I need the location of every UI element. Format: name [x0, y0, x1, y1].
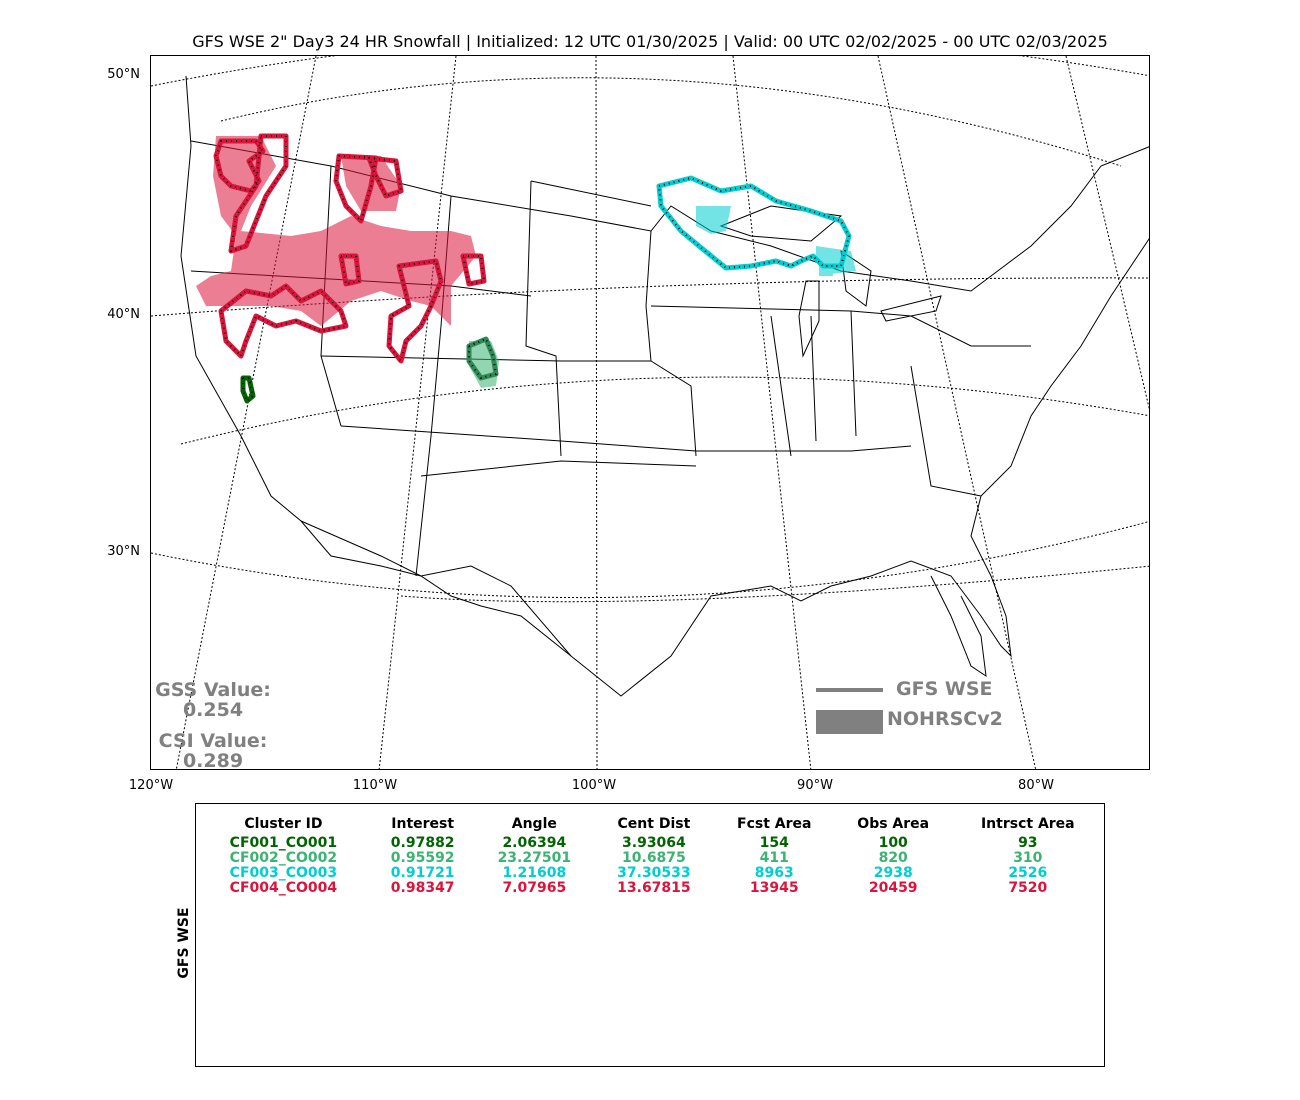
graticule-lat-25 — [400, 565, 1149, 603]
table-header: Cent Dist — [617, 816, 691, 832]
lake-erie — [880, 295, 942, 322]
state-line-4 — [645, 230, 697, 457]
table-cell: CF002_CO002 — [229, 850, 338, 866]
table-body: CF001_CO001 0.97882 2.06394 3.93064 154 100 93… — [196, 836, 1104, 896]
table-cell: 310 — [1013, 850, 1043, 866]
table-cell: 154 — [759, 835, 789, 851]
table-header: Angle — [511, 816, 557, 832]
table-cell: 93 — [1018, 835, 1038, 851]
table-header-row: Cluster ID Interest Angle Cent Dist Fcst… — [196, 816, 1104, 836]
table-ylabel: GFS WSE — [176, 907, 192, 979]
legend-swatches — [816, 688, 883, 734]
table-cell: 13.67815 — [617, 880, 691, 896]
table-cell: 0.98347 — [390, 880, 455, 896]
table-cell: 23.27501 — [497, 850, 572, 866]
table-cell: 10.6875 — [622, 850, 686, 866]
table-cell: CF001_CO001 — [229, 835, 338, 851]
lat-label: 30°N — [107, 544, 140, 559]
fcst-contour-cf001 — [240, 375, 256, 404]
table-cell: CF003_CO003 — [229, 865, 338, 881]
state-line-7 — [340, 425, 912, 452]
legend-fill-swatch — [816, 710, 883, 734]
florida — [930, 575, 987, 678]
table-header: Fcst Area — [737, 816, 812, 832]
state-line-13 — [850, 310, 857, 437]
table-cell: 0.91721 — [390, 865, 455, 881]
lat-label: 40°N — [107, 307, 140, 322]
graticule-lon-100 — [595, 56, 598, 769]
table-cell: 820 — [878, 850, 908, 866]
gss-value: 0.254 — [182, 699, 244, 721]
graticule-lat-45 — [220, 77, 1122, 167]
table-cell: 0.97882 — [390, 835, 455, 851]
stats-table: Cluster ID Interest Angle Cent Dist Fcst… — [196, 816, 1104, 896]
lat-label: 50°N — [107, 67, 140, 82]
lon-label: 90°W — [797, 778, 833, 793]
table-cell: 1.21608 — [502, 865, 567, 881]
table-cell: 3.93064 — [622, 835, 686, 851]
legend-fill-label: NOHRSCv2 — [887, 708, 1003, 730]
table-row: CF004_CO004 0.98347 7.07965 13.67815 13945 20… — [196, 881, 1104, 896]
lake-michigan — [798, 280, 820, 358]
csi-value: 0.289 — [182, 750, 244, 772]
lake-huron — [840, 249, 872, 307]
state-line-11 — [770, 315, 792, 457]
lon-label: 110°W — [352, 778, 398, 793]
obs-fill-cf004 — [196, 136, 476, 326]
graticule-lat-35 — [180, 376, 1149, 445]
table-cell: 7.07965 — [502, 880, 567, 896]
legend-line-label: GFS WSE — [896, 678, 993, 700]
table-row: CF001_CO001 0.97882 2.06394 3.93064 154 100 93 — [196, 836, 1104, 851]
table-cell: 0.95592 — [390, 850, 455, 866]
table-header: Intrsct Area — [980, 816, 1075, 832]
table-row: CF002_CO002 0.95592 23.27501 10.6875 411 820 3… — [196, 851, 1104, 866]
mexico-border — [300, 520, 572, 657]
table-cell: 2.06394 — [502, 835, 567, 851]
fcst-contour-cf004-wy3 — [460, 253, 487, 287]
stats-table-box: Cluster ID Interest Angle Cent Dist Fcst… — [195, 803, 1105, 1067]
table-cell: 13945 — [749, 880, 799, 896]
state-line-10 — [650, 305, 1031, 347]
csi-label: CSI Value: — [158, 730, 268, 752]
state-line-8 — [420, 460, 697, 477]
graticule-lat-50 — [151, 56, 1149, 87]
state-line-3 — [525, 180, 562, 457]
graticule-lon-85 — [877, 56, 1037, 769]
graticule-lon-95 — [732, 56, 812, 769]
graticule-lon-80 — [1065, 56, 1149, 410]
table-cell: CF004_CO004 — [229, 880, 338, 896]
gss-label: GSS Value: — [155, 679, 271, 701]
obs-fills — [196, 136, 856, 388]
table-cell: 7520 — [1008, 880, 1048, 896]
graticule-lon-105 — [378, 56, 457, 769]
table-cell: 2938 — [873, 865, 913, 881]
table-cell: 37.30533 — [617, 865, 691, 881]
chart-title: GFS WSE 2" Day3 24 HR Snowfall | Initial… — [192, 32, 1108, 51]
graticule-lon-115 — [175, 56, 317, 769]
coastlines-borders — [180, 75, 1149, 697]
table-row: CF003_CO003 0.91721 1.21608 37.30533 8963 293… — [196, 866, 1104, 881]
state-line-14 — [910, 365, 982, 497]
lake-superior — [719, 205, 843, 242]
us-outline — [180, 75, 1149, 697]
graticule-lat-30 — [151, 521, 1149, 599]
table-cell: 20459 — [868, 880, 918, 896]
table-cell: 411 — [759, 850, 789, 866]
table-header: Interest — [391, 816, 455, 832]
us-canada-border — [190, 140, 1149, 292]
graticule — [151, 56, 1149, 769]
table-cell: 2526 — [1008, 865, 1048, 881]
table-header: Cluster ID — [244, 816, 323, 832]
lon-label: 80°W — [1018, 778, 1054, 793]
table-cell: 8963 — [754, 865, 794, 881]
map-panel — [150, 55, 1150, 770]
table-cell: 100 — [878, 835, 908, 851]
fcst-contour-dots — [215, 135, 850, 402]
lon-label: 100°W — [571, 778, 617, 793]
lon-label: 120°W — [128, 778, 174, 793]
graticule-lat-40 — [151, 277, 1149, 317]
table-header: Obs Area — [857, 816, 930, 832]
state-line-9 — [530, 180, 652, 207]
map-svg — [151, 56, 1149, 769]
